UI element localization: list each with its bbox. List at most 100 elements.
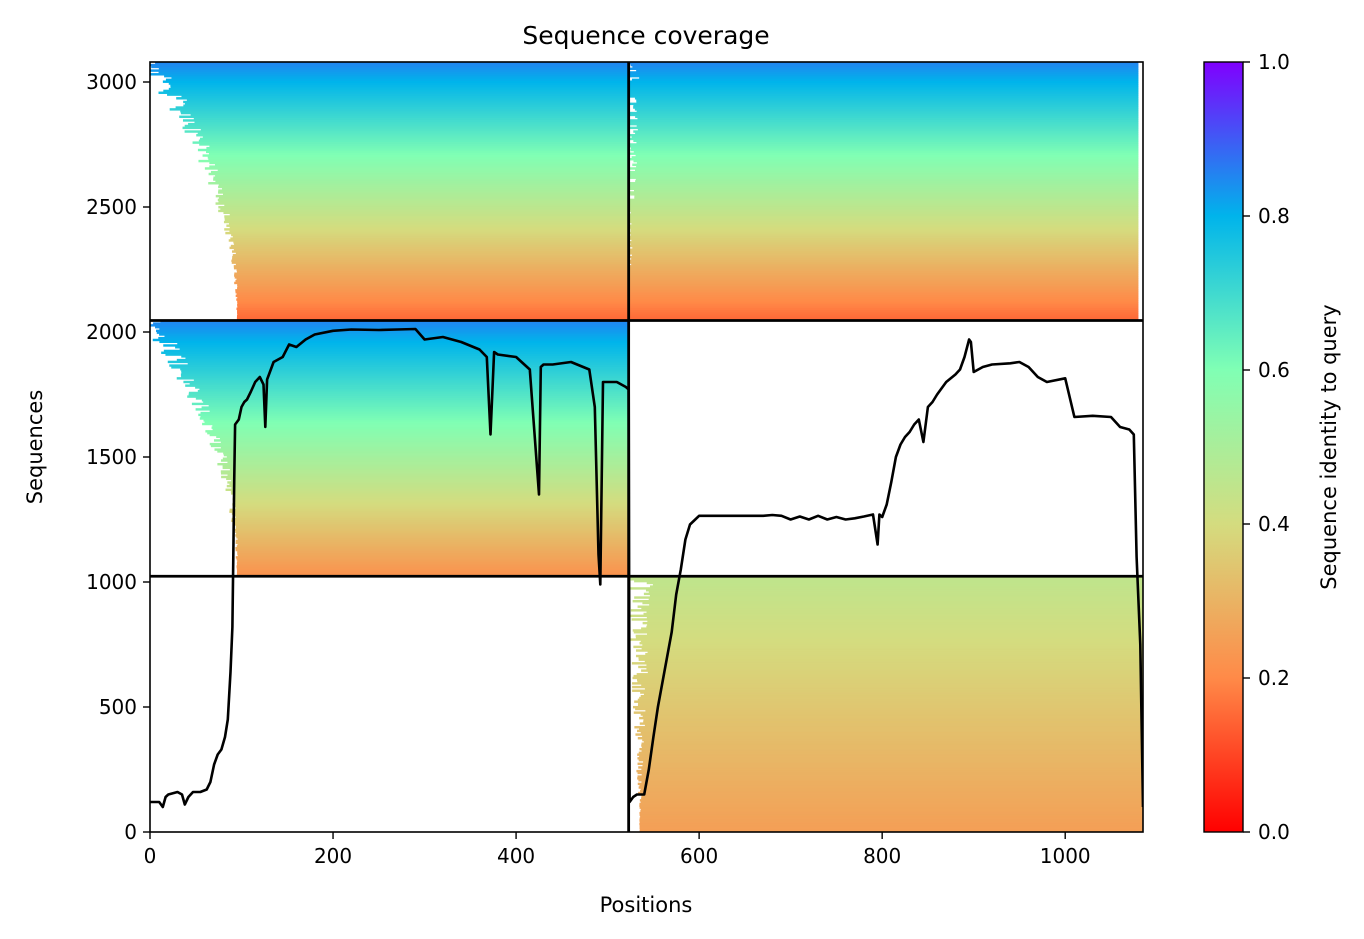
coverage-row <box>225 231 629 235</box>
coverage-row <box>165 353 629 356</box>
coverage-row <box>215 194 629 198</box>
coverage-row <box>628 86 1139 89</box>
coverage-row <box>628 314 1139 318</box>
coverage-row <box>215 174 629 178</box>
coverage-row <box>632 163 1139 166</box>
coverage-row <box>220 441 629 444</box>
coverage-row <box>633 631 1143 634</box>
coverage-row <box>632 705 1143 709</box>
coverage-row <box>630 63 1139 67</box>
coverage-row <box>629 126 1139 130</box>
y-tick-label: 1000 <box>86 570 137 594</box>
coverage-row <box>206 146 629 150</box>
coverage-row <box>647 620 1143 623</box>
coverage-row <box>637 729 1143 733</box>
coverage-row <box>640 691 1143 694</box>
coverage-row <box>628 294 1139 298</box>
colorbar-label: Sequence identity to query <box>1317 304 1341 589</box>
coverage-row <box>210 444 629 448</box>
coverage-row <box>628 95 1139 98</box>
coverage-row <box>630 146 1139 150</box>
coverage-row <box>161 351 629 354</box>
coverage-row <box>202 154 629 157</box>
coverage-row <box>203 400 629 404</box>
coverage-row <box>164 335 629 338</box>
coverage-row <box>628 113 1139 117</box>
coverage-row <box>632 689 1143 692</box>
coverage-row <box>649 594 1143 597</box>
coverage-row <box>635 180 1139 183</box>
coverage-row <box>639 813 1143 817</box>
coverage-row <box>631 78 1139 82</box>
coverage-row <box>635 636 1143 639</box>
coverage-row <box>195 397 629 400</box>
coverage-row <box>235 547 629 550</box>
coverage-row <box>167 93 629 96</box>
coverage-row <box>632 685 1143 689</box>
coverage-row <box>226 477 629 481</box>
coverage-row <box>233 265 629 268</box>
coverage-row <box>635 154 1139 157</box>
coverage-row <box>640 788 1143 791</box>
coverage-row <box>185 384 629 387</box>
coverage-row <box>641 607 1143 610</box>
coverage-row <box>641 768 1143 771</box>
coverage-row <box>236 298 629 301</box>
coverage-row <box>642 643 1143 647</box>
coverage-row <box>203 419 629 422</box>
coverage-row <box>637 698 1143 702</box>
coverage-row <box>635 654 1143 658</box>
coverage-row <box>641 780 1143 784</box>
coverage-row <box>635 132 1139 135</box>
coverage-row <box>633 150 1139 154</box>
coverage-row <box>226 455 629 459</box>
coverage-row <box>218 206 629 209</box>
coverage-row <box>641 795 1143 798</box>
coverage-row <box>639 817 1143 820</box>
coverage-row <box>645 709 1143 713</box>
coverage-row <box>629 302 1139 305</box>
coverage-row <box>628 237 1139 240</box>
coverage-row <box>628 316 1139 320</box>
coverage-row <box>628 226 1139 229</box>
coverage-row <box>229 508 629 512</box>
coverage-row <box>150 324 629 327</box>
coverage-row <box>628 152 1139 155</box>
coverage-row <box>210 170 629 174</box>
plot-frame <box>149 61 1144 833</box>
x-axis-ticks: 0 200 400 600 800 1000 <box>144 832 1091 868</box>
coverage-row <box>186 98 629 102</box>
coverage-row <box>231 233 629 237</box>
coverage-row <box>645 589 1143 592</box>
coverage-row <box>234 272 629 275</box>
coverage-row <box>628 172 1139 176</box>
coverage-row <box>629 270 1139 274</box>
coverage-row <box>628 217 1139 220</box>
coverage-row <box>176 377 629 380</box>
coverage-row <box>226 224 629 227</box>
coverage-row <box>628 255 1139 259</box>
coverage-row <box>236 316 629 320</box>
coverage-row <box>641 647 1143 650</box>
x-tick-label: 800 <box>863 844 901 868</box>
coverage-row <box>208 404 629 407</box>
coverage-row <box>632 676 1143 680</box>
coverage-row <box>628 289 1139 292</box>
y-tick-label: 2000 <box>86 320 137 344</box>
coverage-row <box>215 202 629 205</box>
coverage-row <box>628 266 1139 270</box>
coverage-row <box>648 598 1143 601</box>
coverage-row <box>647 623 1143 627</box>
coverage-row <box>212 428 629 431</box>
coverage-row <box>633 130 1139 133</box>
coverage-row <box>227 473 629 477</box>
coverage-row <box>629 200 1139 203</box>
coverage-row <box>190 113 629 117</box>
coverage-row <box>181 369 629 373</box>
coverage-row <box>639 806 1143 809</box>
coverage-row <box>628 313 1139 316</box>
coverage-row <box>224 217 629 220</box>
coverage-row <box>631 222 1139 226</box>
coverage-row <box>235 541 629 544</box>
coverage-row <box>628 84 1139 87</box>
